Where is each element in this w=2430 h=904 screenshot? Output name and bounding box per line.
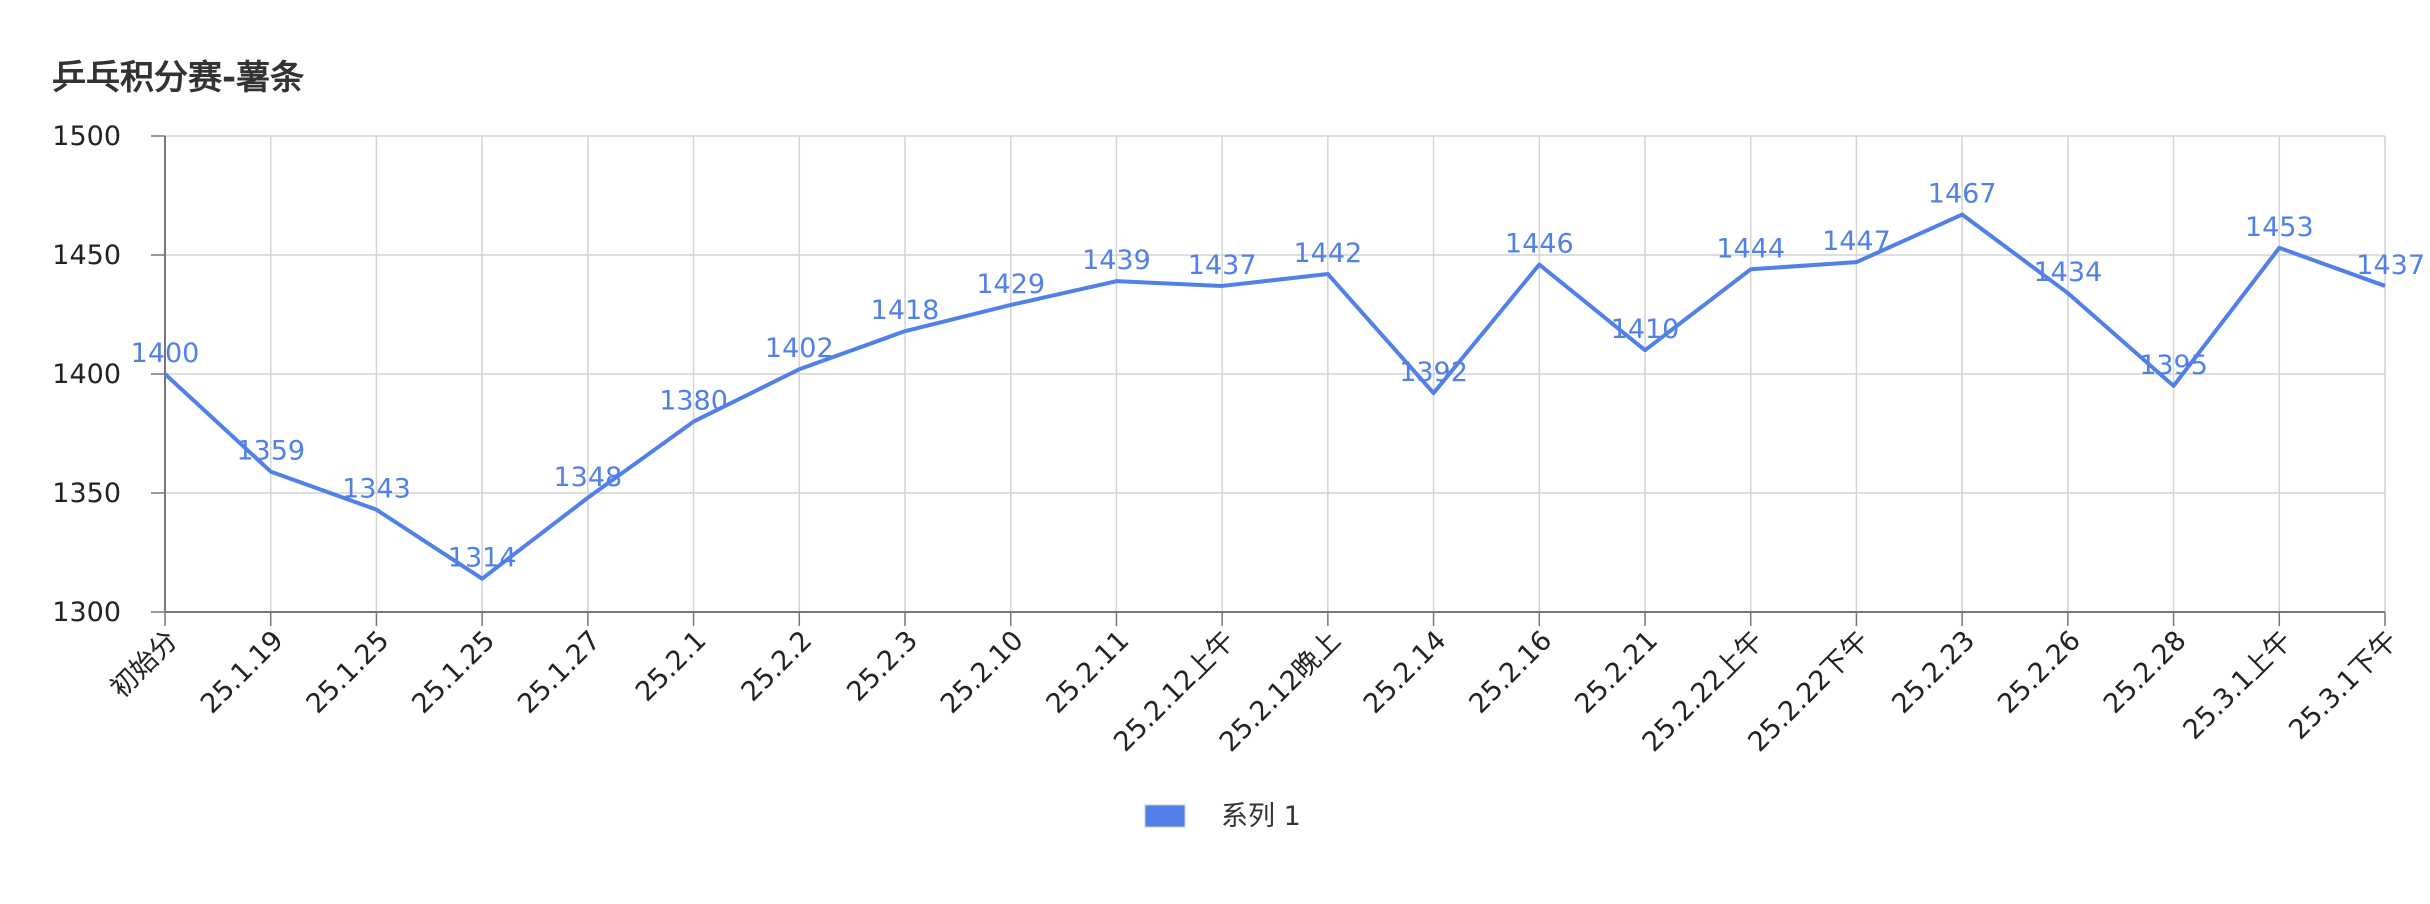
data-label: 1437 [2356, 250, 2425, 281]
legend-swatch[interactable] [1144, 804, 1186, 828]
data-label: 1429 [976, 269, 1045, 300]
x-tick-label: 25.1.27 [512, 625, 607, 720]
data-label: 1392 [1399, 357, 1468, 388]
data-label: 1395 [2139, 350, 2208, 381]
x-tick-label: 25.2.16 [1463, 625, 1558, 720]
y-tick-label: 1450 [52, 240, 121, 271]
data-label: 1447 [1822, 226, 1891, 257]
x-tick-label: 25.2.26 [1992, 625, 2087, 720]
data-label: 1453 [2245, 212, 2314, 243]
x-tick-label: 25.2.1 [630, 625, 713, 708]
x-tick-label: 25.2.10 [935, 625, 1030, 720]
y-axis-ticks: 1300 1350 1400 1450 1500 [52, 121, 121, 628]
data-label: 1410 [1611, 314, 1680, 345]
data-label: 1348 [553, 462, 622, 493]
data-label: 1380 [659, 386, 728, 417]
x-tick-label: 25.2.11 [1041, 625, 1136, 720]
data-label: 1437 [1188, 250, 1257, 281]
x-tick-label: 25.2.21 [1569, 625, 1664, 720]
y-tick-label: 1400 [52, 359, 121, 390]
legend-label[interactable]: 系列 1 [1221, 801, 1301, 832]
x-tick-label: 25.2.28 [2098, 625, 2193, 720]
x-axis-ticks: 初始分 25.1.19 25.1.25 25.1.25 25.1.27 25.2.1 25.… [105, 625, 2404, 758]
chart-title: 乒乓积分赛-薯条 [52, 58, 305, 98]
legend[interactable]: 系列 1 [1144, 801, 1301, 832]
data-label: 1314 [448, 543, 517, 574]
x-tick-label: 25.2.2 [736, 625, 819, 708]
data-label: 1467 [1928, 179, 1997, 210]
gridlines [164, 135, 2386, 613]
data-label: 1402 [765, 333, 834, 364]
data-labels: 1400 1359 1343 1314 1348 1380 1402 1418 1429 1439… [131, 179, 2425, 574]
data-label: 1359 [236, 436, 305, 467]
x-tick-label: 25.3.1下午 [2283, 625, 2404, 746]
y-tick-label: 1350 [52, 478, 121, 509]
x-tick-label: 25.2.3 [841, 625, 924, 708]
x-tick-label: 25.1.25 [301, 625, 396, 720]
x-tick-label: 25.1.25 [406, 625, 501, 720]
data-label: 1434 [2033, 257, 2102, 288]
x-tick-label: 25.1.19 [195, 625, 290, 720]
data-label: 1442 [1293, 238, 1362, 269]
data-label: 1418 [871, 295, 940, 326]
series-line [163, 212, 2386, 581]
data-label: 1439 [1082, 245, 1151, 276]
x-tick-label: 25.2.14 [1358, 625, 1453, 720]
data-label: 1446 [1505, 229, 1574, 260]
x-tick-label: 初始分 [105, 625, 184, 704]
series-layer [163, 212, 2386, 581]
x-tick-label: 25.3.1上午 [2177, 625, 2298, 746]
x-tick-label: 25.2.23 [1886, 625, 1981, 720]
data-label: 1400 [131, 338, 200, 369]
data-label: 1343 [342, 474, 411, 505]
data-label: 1444 [1716, 233, 1785, 264]
y-tick-label: 1300 [52, 597, 121, 628]
y-tick-label: 1500 [52, 121, 121, 152]
